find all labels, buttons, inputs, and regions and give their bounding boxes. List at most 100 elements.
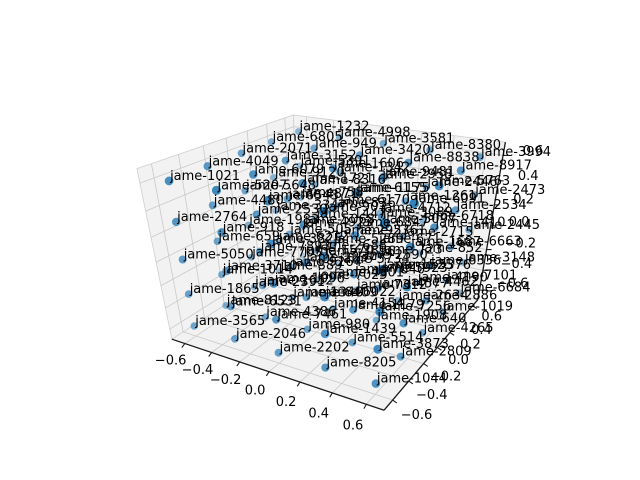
grid-line (145, 148, 295, 212)
point-label: jame-3873 (378, 337, 449, 352)
scatter-point (413, 279, 421, 286)
scatter-point (190, 322, 198, 330)
scatter-point (321, 363, 330, 372)
x-tick-mark (265, 371, 270, 377)
point-label: jame-9120 (274, 166, 345, 181)
grid-line (178, 154, 205, 319)
point-label: jame-5648 (245, 179, 316, 194)
grid-line (239, 270, 358, 363)
point-label: jame-4577 (378, 277, 449, 292)
scatter-point (328, 164, 338, 173)
scatter-point (247, 253, 255, 261)
point-label: jame-6663 (451, 235, 522, 250)
scatter-point (164, 176, 174, 186)
point-label: jame-1410 (434, 216, 505, 231)
point-label: jame-1721 (303, 171, 374, 186)
point-label: jame-5289 (333, 232, 404, 247)
grid-line (382, 127, 392, 278)
scatter-point (405, 242, 415, 252)
point-label: jame-7840 (354, 262, 425, 277)
y-tick-mark (423, 363, 429, 367)
scatter-point (379, 172, 389, 182)
grid-line (366, 295, 464, 405)
scatter-point (171, 217, 181, 227)
x-tick-label: 0.4 (308, 406, 329, 421)
grid-line (357, 123, 363, 272)
point-label: jame-1096 (274, 271, 345, 286)
grid-line (296, 191, 491, 229)
point-label: jame-4998 (340, 125, 411, 140)
scatter-point (213, 237, 222, 246)
y-tick-label: 0.6 (481, 309, 502, 324)
grid-line (246, 130, 261, 283)
point-label: jame-7312 (356, 278, 427, 293)
point-label: jame-758 (301, 186, 364, 201)
point-label: jame-4462 (407, 275, 478, 290)
point-label: jame-5763 (439, 174, 510, 189)
scatter-point (329, 273, 337, 282)
point-label: jame-5207 (216, 178, 287, 193)
y-tick-label: −0.4 (416, 388, 448, 403)
point-label: jame-1687 (410, 235, 481, 250)
point-label: jame-3581 (383, 132, 454, 147)
scatter-point (255, 247, 264, 256)
scatter-point (354, 223, 362, 232)
point-label: jame-7893 (260, 240, 331, 255)
scatter-point (302, 293, 311, 302)
point-label: jame-8917 (461, 159, 532, 174)
scatter-point (329, 304, 337, 313)
scatter-point (419, 217, 427, 225)
point-label: jame-949 (314, 136, 377, 151)
point-label: jame-1021 (169, 169, 240, 184)
point-label: jame-5068 (304, 213, 375, 228)
x-tick-label: 0.0 (245, 384, 266, 399)
scatter-point (349, 305, 358, 314)
point-label: jame-6091 (414, 192, 485, 207)
z-tick-label: 0.2 (513, 193, 534, 208)
scatter-point (318, 206, 329, 217)
point-label: jame-2202 (279, 341, 350, 356)
point-label: jame-836 (333, 196, 396, 211)
point-label: jame-5391 (300, 154, 371, 169)
scatter-point (203, 162, 212, 171)
scatter-point (274, 348, 283, 357)
point-label: jame-907 (324, 200, 387, 215)
grid-line (276, 271, 462, 320)
point-label: jame-2886 (426, 289, 497, 304)
point-label: jame-6170 (339, 193, 410, 208)
point-label: jame-8123 (226, 294, 297, 309)
scatter-point (335, 168, 343, 176)
point-label: jame-1908 (376, 308, 447, 323)
z-axis-spine (477, 142, 507, 300)
point-label: jame-5097 (385, 212, 456, 227)
scatter-point (184, 290, 193, 298)
point-label: jame-5923 (377, 261, 448, 276)
scatter-point (287, 263, 295, 271)
y-tick-label: −0.6 (401, 408, 433, 423)
y-tick-mark (392, 399, 398, 404)
x-tick-mark (181, 343, 186, 348)
scatter-point (272, 315, 281, 324)
scatter-point (373, 344, 383, 354)
grid-line (183, 331, 393, 401)
scatter-point (456, 166, 466, 175)
scatter-point (426, 261, 435, 270)
scatter-point (320, 292, 330, 302)
scatter-point (310, 144, 318, 153)
scatter-point (470, 191, 479, 199)
point-label: jame-4265 (423, 321, 494, 336)
x-tick-mark (296, 381, 301, 387)
point-label: jame-8380 (430, 138, 501, 153)
grid-line (435, 135, 455, 290)
grid-line (297, 229, 484, 271)
scatter-point (352, 286, 360, 294)
point-label: jame-4480 (213, 193, 284, 208)
y-tick-mark (461, 318, 467, 322)
scatter-point (329, 240, 337, 248)
point-label: jame-6409 (306, 285, 377, 300)
scatter-point (434, 181, 444, 191)
scatter-point (269, 279, 279, 288)
scatter-point (270, 174, 278, 182)
scatter-point (237, 149, 246, 158)
